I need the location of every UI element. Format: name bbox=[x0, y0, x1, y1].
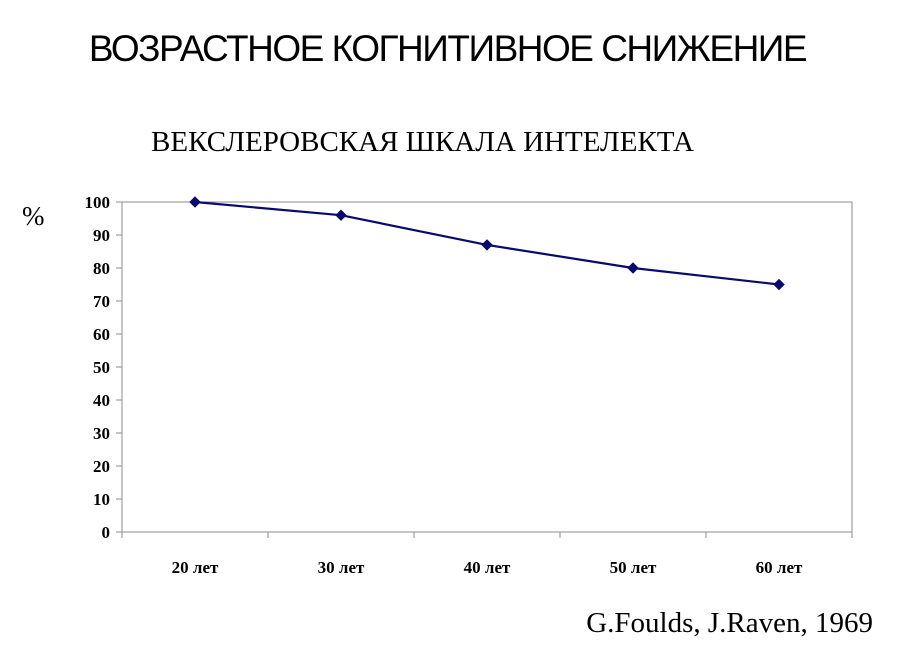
y-axis: 0 10 20 30 40 50 60 70 80 90 100 bbox=[85, 193, 122, 542]
y-tick-label: 50 bbox=[93, 358, 110, 377]
x-tick-label: 40 лет bbox=[464, 558, 511, 577]
x-axis: 20 лет 30 лет 40 лет 50 лет 60 лет bbox=[121, 532, 853, 577]
x-tick-label: 20 лет bbox=[172, 558, 219, 577]
data-point-marker bbox=[773, 278, 785, 291]
y-tick-label: 20 bbox=[93, 457, 110, 476]
y-tick-label: 70 bbox=[93, 292, 110, 311]
series-group bbox=[189, 196, 785, 291]
x-tick-label: 50 лет bbox=[610, 558, 657, 577]
y-tick-label: 100 bbox=[85, 193, 111, 212]
x-tick-label: 60 лет bbox=[756, 558, 803, 577]
y-tick-label: 60 bbox=[93, 325, 110, 344]
data-point-marker bbox=[481, 239, 493, 251]
data-point-marker bbox=[189, 196, 201, 208]
y-tick-label: 30 bbox=[93, 424, 110, 443]
citation: G.Foulds, J.Raven, 1969 bbox=[586, 607, 873, 639]
y-tick-label: 90 bbox=[93, 226, 110, 245]
y-axis-unit-label: % bbox=[22, 201, 45, 231]
chart-title: ВЕКСЛЕРОВСКАЯ ШКАЛА ИНТЕЛЕКТА bbox=[151, 126, 694, 158]
x-tick-label: 30 лет bbox=[318, 558, 365, 577]
data-point-marker bbox=[627, 262, 639, 274]
y-tick-label: 40 bbox=[93, 391, 110, 410]
data-point-marker bbox=[335, 209, 347, 221]
plot-area-border bbox=[121, 201, 853, 533]
y-tick-label: 10 bbox=[93, 490, 110, 509]
slide-title: ВОЗРАСТНОЕ КОГНИТИВНОЕ СНИЖЕНИЕ bbox=[88, 28, 808, 69]
y-tick-label: 80 bbox=[93, 259, 110, 278]
y-tick-label: 0 bbox=[102, 523, 111, 542]
